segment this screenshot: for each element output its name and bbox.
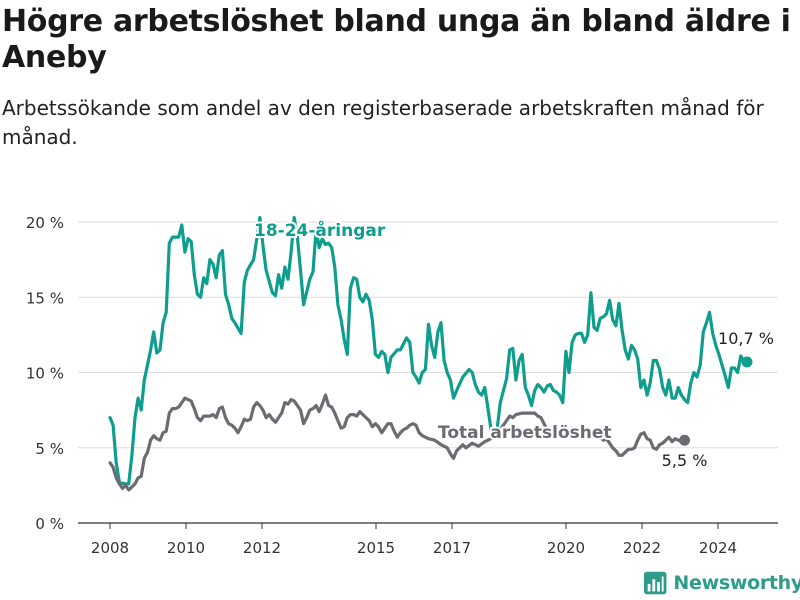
x-tick-label: 2020: [547, 539, 585, 557]
brand-name: Newsworthy: [673, 572, 800, 594]
y-tick-label: 15 %: [26, 289, 64, 307]
youth-endpoint-dot: [741, 356, 753, 368]
y-tick-label: 10 %: [26, 365, 64, 383]
chart-labels: 18-24-åringar Total arbetslöshet 10,7 % 5,5…: [252, 217, 776, 472]
chart-title: Högre arbetslöshet bland unga än bland ä…: [2, 4, 791, 75]
total-series-line: [108, 393, 687, 492]
newsworthy-logo: Newsworthy: [643, 568, 800, 598]
series-lines: [108, 215, 753, 492]
y-tick-label: 5 %: [35, 440, 64, 458]
youth-series-annotation: 18-24-åringar: [254, 219, 386, 241]
x-tick-label: 2022: [623, 539, 661, 557]
total-endpoint-dot: [679, 434, 691, 446]
youth-end-value-label: 10,7 %: [718, 329, 774, 348]
x-tick-label: 2010: [167, 539, 205, 557]
total-series-annotation: Total arbetslöshet: [438, 423, 612, 443]
chart-subtitle: Arbetssökande som andel av den registerb…: [2, 96, 764, 149]
x-tick-label: 2015: [357, 539, 395, 557]
x-tick-label: 2008: [91, 539, 129, 557]
axes: 0 % 5 % 10 % 15 % 20 % 2008 2010 2012 2015 2017 20…: [26, 214, 778, 557]
youth-series-line: [108, 215, 749, 486]
total-end-value-label: 5,5 %: [662, 451, 708, 470]
bar-chart-logo-icon: [643, 571, 667, 595]
x-tick-label: 2017: [433, 539, 471, 557]
x-tick-label: 2012: [243, 539, 281, 557]
y-tick-label: 20 %: [26, 214, 64, 232]
x-tick-label: 2024: [699, 539, 737, 557]
y-tick-label: 0 %: [35, 515, 64, 533]
